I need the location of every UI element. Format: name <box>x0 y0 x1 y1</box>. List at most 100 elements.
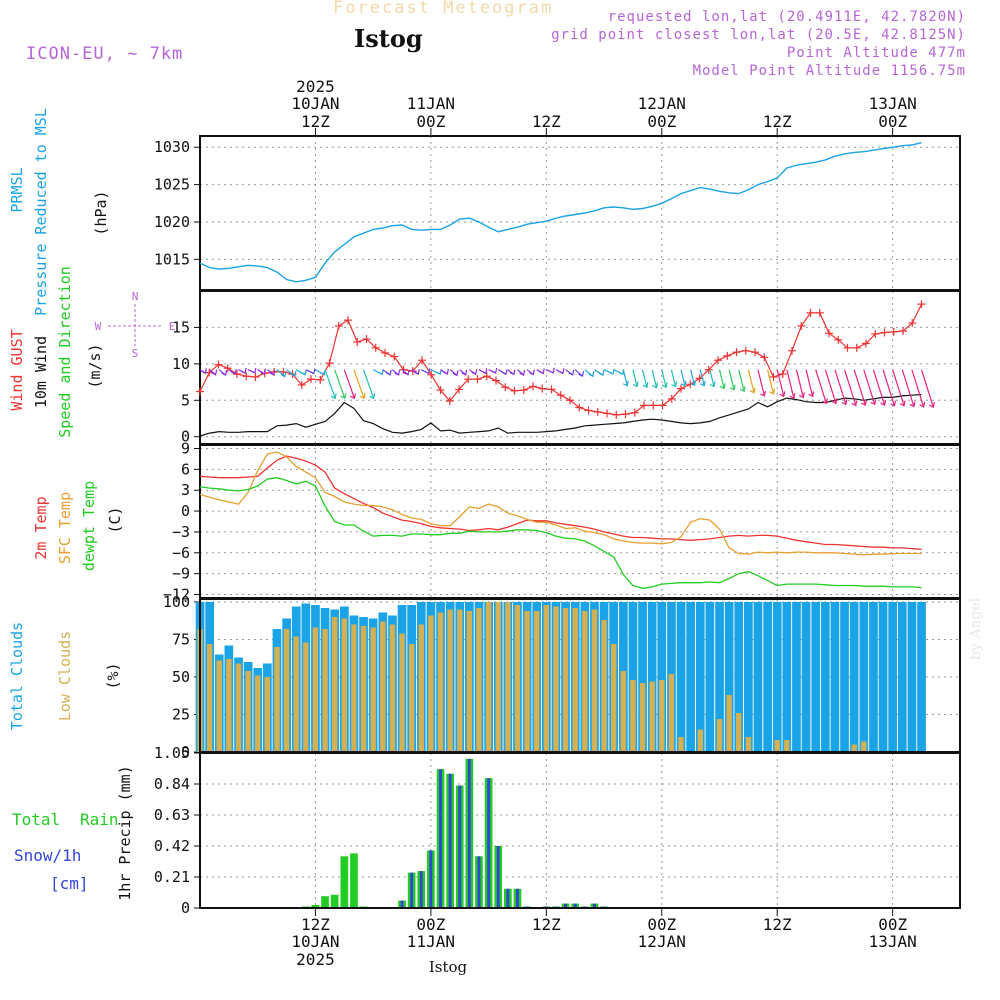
low-cloud-bar <box>264 677 270 752</box>
rain-bar <box>330 894 339 908</box>
precip-unit-label: 1hr Precip (mm) <box>116 765 134 900</box>
gust-point <box>908 319 917 328</box>
snow-bar <box>487 778 491 908</box>
gust-point <box>714 356 723 365</box>
low-cloud-bar <box>601 620 607 752</box>
total-cloud-bar <box>792 602 801 752</box>
wind-arrow-head <box>350 393 356 400</box>
gust-point <box>427 370 436 379</box>
wind-arrow-head <box>851 400 858 407</box>
wind-arrow <box>565 369 575 376</box>
wind-arrow <box>805 369 815 398</box>
gust-point <box>889 327 898 336</box>
gust-point <box>566 396 575 405</box>
total-rain-label-1: Total <box>12 810 60 829</box>
snow-bar <box>477 856 481 908</box>
model-altitude: Model Point Altitude 1156.75m <box>692 63 966 79</box>
low-cloud-bar <box>457 609 463 752</box>
wind-line <box>199 393 922 437</box>
wind-arrow-head <box>841 399 848 406</box>
low-cloud-bar <box>206 644 213 752</box>
gust-point <box>852 343 861 352</box>
total-cloud-bar <box>859 602 869 752</box>
wind-arrow-head <box>260 368 266 375</box>
gust-point <box>353 338 362 346</box>
wind-arrow <box>613 369 625 376</box>
gust-point <box>538 384 547 393</box>
bottom-time-label: 11JAN <box>407 932 455 951</box>
y-tick-label: 15 <box>172 318 190 336</box>
total-cloud-bar <box>782 602 792 752</box>
gust-point <box>223 364 232 373</box>
low-cloud-bar <box>524 611 530 752</box>
wind-arrow-shaft <box>738 369 745 392</box>
wind-arrow <box>286 369 297 377</box>
bottom-station-label: Istog <box>429 958 468 976</box>
wind-arrow <box>911 369 926 408</box>
wind-arrow-head <box>529 369 535 376</box>
low-cloud-bar <box>341 618 347 752</box>
temp2m-label: 2m Temp <box>32 496 50 559</box>
wind-arrow <box>218 369 228 377</box>
wind-arrow-head <box>642 382 649 389</box>
wind-arrow-head <box>330 393 337 400</box>
wind-arrow-head <box>443 368 449 375</box>
station-title: Istog <box>354 24 423 53</box>
total-cloud-bar <box>888 602 897 752</box>
wind-arrow-head <box>799 392 805 399</box>
wind-arrow-head <box>519 369 526 376</box>
wind-arrow <box>295 369 307 376</box>
wind-arrow <box>199 368 207 375</box>
wind-arrow-head <box>280 371 287 378</box>
y-tick-label: 0 <box>181 743 190 761</box>
total-cloud-bar <box>907 602 917 752</box>
gust-point <box>473 375 482 384</box>
y-tick-label: −3 <box>172 523 190 541</box>
gust-point <box>871 329 880 338</box>
bottom-time-label: 10JAN <box>291 932 339 951</box>
snow-bar <box>593 903 596 908</box>
pressure-label-prmsl: PRMSL <box>8 167 26 212</box>
gust-point <box>630 408 639 417</box>
low-cloud-bar <box>495 602 501 752</box>
bottom-time-label: 00Z <box>647 915 676 934</box>
gust-point <box>843 343 852 352</box>
wind-arrow-head <box>269 369 276 376</box>
wind-arrow-head <box>501 369 508 376</box>
rain-bar <box>350 853 358 908</box>
wind-arrow <box>362 369 376 400</box>
low-cloud-bar <box>466 611 473 752</box>
y-tick-label: 1030 <box>154 138 190 156</box>
low-cloud-bar <box>303 642 309 752</box>
snow-bar <box>467 758 471 908</box>
low-cloud-bar <box>774 740 780 752</box>
compass-w: W <box>95 320 102 333</box>
top-time-label: 12Z <box>301 112 330 131</box>
wind-arrow-head <box>568 369 575 376</box>
total-cloud-bar <box>657 602 667 752</box>
low-cloud-bar <box>639 683 646 752</box>
gust-point <box>390 352 399 361</box>
wind-arrow <box>757 369 767 397</box>
low-cloud-bar <box>745 737 752 752</box>
wind-arrow <box>834 369 848 406</box>
wind-arrow-head <box>880 399 887 406</box>
wind-arrow-shaft <box>795 369 804 398</box>
wind-arrow-head <box>699 380 706 387</box>
wind-arrow-head <box>452 370 459 377</box>
wind-arrow-head <box>509 369 516 376</box>
wind-arrow-head <box>719 383 726 390</box>
y-tick-label: 1015 <box>154 250 190 268</box>
total-cloud-bar <box>821 602 830 752</box>
gust-point <box>381 348 390 357</box>
wind-arrow <box>334 369 347 400</box>
wind-arrow <box>555 368 565 375</box>
low-cloud-bar <box>582 611 588 752</box>
gust-point <box>649 401 658 410</box>
wind-arrow <box>526 369 535 376</box>
wind-arrow <box>343 369 356 400</box>
wind-arrow <box>863 369 877 406</box>
panel-frame <box>199 444 961 599</box>
total-cloud-bar <box>715 602 724 752</box>
wind-arrow <box>430 369 442 376</box>
